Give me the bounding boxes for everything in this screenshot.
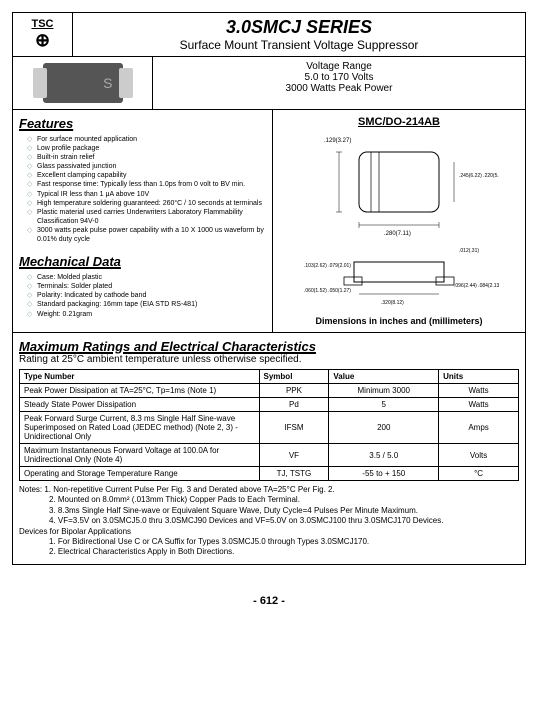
feature-item: For surface mounted application [27, 135, 266, 144]
note-2: 2. Mounted on 8.0mm² (.013mm Thick) Copp… [19, 495, 519, 505]
dimension-diagram: .129(3.27) .280(7.11) .245(6.22) .220(5.… [299, 132, 499, 312]
bipolar-1: 1. For Bidirectional Use C or CA Suffix … [19, 537, 519, 547]
note-4: 4. VF=3.5V on 3.0SMCJ5.0 thru 3.0SMCJ90 … [19, 516, 519, 526]
chip-icon: S [43, 63, 123, 103]
row-features-diagram: Features For surface mounted application… [12, 110, 526, 333]
logo-symbol: ⊕ [35, 30, 50, 51]
row-package-voltage: S Voltage Range 5.0 to 170 Volts 3000 Wa… [12, 57, 526, 110]
mech-item: Polarity: Indicated by cathode band [27, 291, 266, 300]
feature-item: High temperature soldering guaranteed: 2… [27, 199, 266, 208]
title-sub: Surface Mount Transient Voltage Suppress… [77, 38, 521, 52]
voltage-range-line1: 5.0 to 170 Volts [157, 72, 521, 83]
title-cell: 3.0SMCJ SERIES Surface Mount Transient V… [73, 13, 525, 56]
feature-item: Typical IR less than 1 μA above 10V [27, 190, 266, 199]
table-row: Maximum Instantaneous Forward Voltage at… [20, 444, 519, 467]
table-row: Steady State Power Dissipation Pd 5 Watt… [20, 398, 519, 412]
voltage-range-heading: Voltage Range [157, 61, 521, 72]
note-1: Notes: 1. Non-repetitive Current Pulse P… [19, 485, 519, 495]
feature-item: Low profile package [27, 144, 266, 153]
table-row: Peak Forward Surge Current, 8.3 ms Singl… [20, 412, 519, 444]
logo-cell: TSC ⊕ [13, 13, 73, 56]
max-ratings-sub: Rating at 25°C ambient temperature unles… [19, 354, 519, 365]
mech-item: Weight: 0.21gram [27, 310, 266, 319]
dim-top-v: .129(3.27) [324, 138, 351, 144]
dim-side: .096(2.44) .084(2.13) [454, 283, 499, 289]
dim-right: .245(6.22) .220(5.59) [459, 173, 499, 179]
mech-item: Case: Molded plastic [27, 273, 266, 282]
feature-item: 3000 watts peak pulse power capability w… [27, 226, 266, 244]
th-units: Units [439, 370, 519, 384]
features-list: For surface mounted application Low prof… [19, 135, 266, 244]
bipolar-2: 2. Electrical Characteristics Apply in B… [19, 547, 519, 557]
feature-item: Built-in strain relief [27, 153, 266, 162]
max-ratings-heading: Maximum Ratings and Electrical Character… [19, 339, 519, 354]
th-value: Value [329, 370, 439, 384]
max-ratings-section: Maximum Ratings and Electrical Character… [12, 333, 526, 565]
bipolar-heading: Devices for Bipolar Applications [19, 527, 519, 537]
dim-top-h: .280(7.11) [384, 231, 411, 237]
diagram-caption: Dimensions in inches and (millimeters) [279, 316, 519, 326]
table-row: Peak Power Dissipation at TA=25°C, Tp=1m… [20, 384, 519, 398]
ratings-table: Type Number Symbol Value Units Peak Powe… [19, 369, 519, 481]
logo-text: TSC [32, 18, 54, 30]
dim-lead: .060(1.52) .050(1.27) [304, 288, 351, 294]
dim-width: .320(8.12) [381, 300, 404, 306]
features-heading: Features [19, 116, 266, 131]
package-image: S [13, 57, 153, 109]
page-number: - 612 - [12, 595, 526, 607]
feature-item: Excellent clamping capability [27, 171, 266, 180]
feature-item: Fast response time: Typically less than … [27, 180, 266, 189]
feature-item: Glass passivated junction [27, 162, 266, 171]
mech-item: Standard packaging: 16mm tape (EIA STD R… [27, 300, 266, 309]
mech-item: Terminals: Solder plated [27, 282, 266, 291]
table-row: Operating and Storage Temperature Range … [20, 467, 519, 481]
features-cell: Features For surface mounted application… [13, 110, 273, 332]
mechanical-heading: Mechanical Data [19, 254, 266, 269]
note-3: 3. 8.3ms Single Half Sine-wave or Equiva… [19, 506, 519, 516]
voltage-range-cell: Voltage Range 5.0 to 170 Volts 3000 Watt… [153, 57, 525, 109]
th-symbol: Symbol [259, 370, 329, 384]
mechanical-list: Case: Molded plastic Terminals: Solder p… [19, 273, 266, 318]
feature-item: Plastic material used carries Underwrite… [27, 208, 266, 226]
diagram-title: SMC/DO-214AB [279, 116, 519, 128]
title-main: 3.0SMCJ SERIES [77, 17, 521, 38]
diagram-cell: SMC/DO-214AB .129(3.27) .280(7.11) .245(… [273, 110, 525, 332]
header-row: TSC ⊕ 3.0SMCJ SERIES Surface Mount Trans… [12, 12, 526, 57]
dim-h: .103(2.62) .079(2.01) [304, 263, 351, 269]
dim-thick: .012(.31) [459, 248, 479, 254]
th-type: Type Number [20, 370, 260, 384]
notes-block: Notes: 1. Non-repetitive Current Pulse P… [19, 485, 519, 558]
voltage-range-line2: 3000 Watts Peak Power [157, 83, 521, 94]
